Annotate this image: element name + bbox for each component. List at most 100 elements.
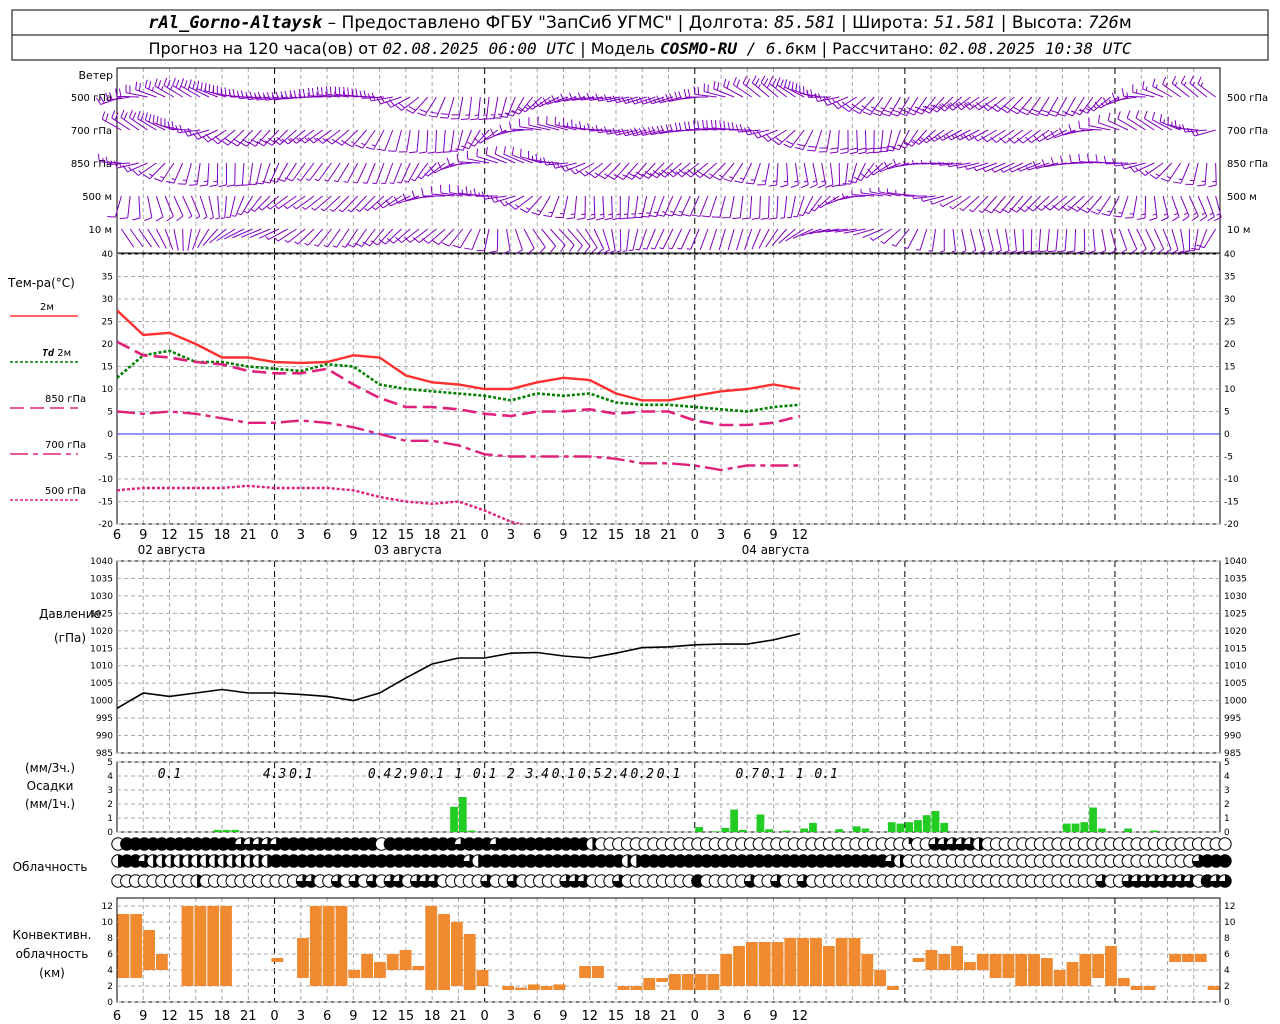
wind-barb xyxy=(751,195,761,220)
y-tick-label-left: 1040 xyxy=(90,557,113,567)
wind-barb xyxy=(642,228,656,250)
y-tick-label-left: 985 xyxy=(96,749,113,759)
wind-barb xyxy=(307,87,332,98)
wind-barb xyxy=(560,93,586,102)
hour-label: 6 xyxy=(533,528,541,543)
wind-barb xyxy=(188,162,201,186)
wind-barb xyxy=(834,228,857,233)
wind-barb xyxy=(558,228,575,252)
wind-barb xyxy=(338,195,359,213)
wind-barb xyxy=(113,160,140,169)
wind-barb xyxy=(204,82,227,98)
wind-barb xyxy=(1000,162,1024,173)
wind-barb xyxy=(795,129,814,151)
wind-barb xyxy=(502,228,511,255)
wind-barb xyxy=(920,129,945,144)
wind-barb xyxy=(129,228,144,248)
conv-cloud-bar xyxy=(1092,954,1105,978)
wind-barb xyxy=(1197,76,1216,98)
y-tick-label-left: 8 xyxy=(107,934,113,944)
wind-barb xyxy=(1159,113,1181,131)
wind-barb xyxy=(403,228,429,243)
wind-barb xyxy=(240,228,262,238)
y-tick-label-right: 5 xyxy=(1224,758,1230,768)
wind-barb xyxy=(226,195,236,218)
wind-barb xyxy=(928,129,954,142)
wind-barb xyxy=(969,195,989,213)
wind-barb xyxy=(1061,195,1085,212)
wind-barb xyxy=(370,228,394,246)
wind-barb xyxy=(736,228,744,251)
wind-barb xyxy=(826,228,849,233)
forecast-time: 02.08.2025 06:00 UTC xyxy=(383,39,576,58)
wind-barb xyxy=(163,77,183,98)
wind-barb xyxy=(780,195,788,219)
wind-barb xyxy=(359,90,385,99)
conv-cloud-bar xyxy=(1194,954,1207,962)
wind-barb xyxy=(622,228,630,252)
cloud-title: Облачность xyxy=(13,860,88,874)
wind-barb xyxy=(768,195,779,220)
wind-barb xyxy=(344,129,367,148)
wind-barb xyxy=(825,162,834,188)
conv-cloud-bar xyxy=(630,986,643,990)
wind-barb xyxy=(878,187,901,197)
wind-barb xyxy=(959,195,980,212)
wind-barb xyxy=(972,129,998,142)
wind-barb xyxy=(1015,228,1025,254)
wind-barb xyxy=(576,228,591,253)
wind-barb xyxy=(703,83,726,98)
wind-barb xyxy=(718,228,726,251)
wind-barb xyxy=(596,195,605,221)
precip-title: Осадки xyxy=(27,779,74,793)
wind-barb xyxy=(1039,228,1050,253)
wind-barb xyxy=(1117,111,1138,131)
wind-barb xyxy=(518,118,542,131)
hour-label: 18 xyxy=(634,528,651,543)
wind-barb xyxy=(188,79,210,98)
wind-barb xyxy=(208,195,214,220)
conv-cloud-bar xyxy=(438,914,450,990)
wind-barb xyxy=(408,129,420,154)
wind-level-label-left: 10 м xyxy=(89,225,112,236)
conv-cloud-bar xyxy=(309,906,322,986)
wind-barb xyxy=(1149,195,1158,221)
wind-barb xyxy=(799,195,814,217)
wind-barb xyxy=(809,162,818,189)
wind-barb xyxy=(1000,96,1024,114)
wind-barb xyxy=(542,96,568,105)
wind-barb xyxy=(633,195,648,218)
wind-barb xyxy=(209,228,227,244)
wind-barb xyxy=(951,228,957,253)
hour-label: 9 xyxy=(349,528,357,543)
series-line-2 xyxy=(117,340,801,427)
wind-barb xyxy=(1186,228,1199,252)
wind-barb xyxy=(201,129,227,143)
conv-cloud-bar xyxy=(425,906,438,990)
wind-barb xyxy=(385,96,411,108)
wind-barb xyxy=(1213,195,1222,222)
legend-label: 700 гПа xyxy=(45,440,86,451)
wind-barb xyxy=(760,195,770,220)
wind-barb xyxy=(489,228,499,253)
wind-barb xyxy=(1182,124,1207,133)
wind-barb xyxy=(1113,195,1129,218)
conv-cloud-bar xyxy=(1015,954,1028,986)
altitude-label: | Высота: xyxy=(995,13,1088,33)
conv-cloud-bar xyxy=(1040,958,1053,986)
conv-cloud-bar xyxy=(348,970,361,978)
wind-barb xyxy=(612,195,621,221)
wind-barb xyxy=(241,162,254,186)
wind-barb xyxy=(473,129,499,144)
y-tick-label-left: 5 xyxy=(107,408,113,418)
wind-barb xyxy=(404,162,420,183)
wind-barb xyxy=(253,91,280,101)
precip-sum-label: 0.1 xyxy=(657,767,680,782)
wind-barb xyxy=(262,162,280,184)
precip-bar xyxy=(861,828,870,832)
wind-barb xyxy=(343,87,367,98)
wind-barb xyxy=(751,228,761,250)
wind-barb xyxy=(566,195,578,220)
wind-barb xyxy=(1160,162,1182,182)
wind-barb xyxy=(604,195,613,221)
